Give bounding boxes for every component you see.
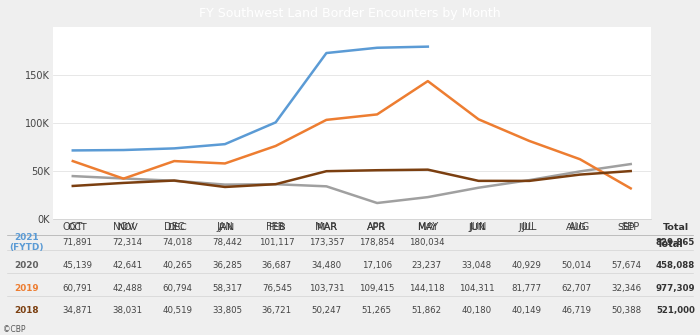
Text: 60,794: 60,794 bbox=[162, 283, 192, 292]
Text: FY Southwest Land Border Encounters by Month: FY Southwest Land Border Encounters by M… bbox=[199, 7, 500, 20]
Text: 76,545: 76,545 bbox=[262, 283, 292, 292]
Text: 180,034: 180,034 bbox=[409, 238, 444, 247]
Text: Total: Total bbox=[662, 223, 689, 232]
Text: 36,285: 36,285 bbox=[212, 261, 242, 270]
Text: 78,442: 78,442 bbox=[212, 238, 242, 247]
Text: 62,707: 62,707 bbox=[561, 283, 591, 292]
Text: JAN: JAN bbox=[219, 223, 235, 232]
Text: SEP: SEP bbox=[617, 223, 635, 232]
Text: 458,088: 458,088 bbox=[656, 261, 695, 270]
Text: 34,871: 34,871 bbox=[62, 307, 92, 316]
Text: Total: Total bbox=[657, 240, 684, 249]
Text: 173,357: 173,357 bbox=[309, 238, 344, 247]
Text: 33,805: 33,805 bbox=[212, 307, 242, 316]
Text: 2019: 2019 bbox=[14, 283, 38, 292]
Text: 71,891: 71,891 bbox=[62, 238, 92, 247]
Text: 977,309: 977,309 bbox=[656, 283, 695, 292]
Text: 33,048: 33,048 bbox=[461, 261, 491, 270]
Text: 40,149: 40,149 bbox=[511, 307, 541, 316]
Text: 2018: 2018 bbox=[14, 307, 38, 316]
Text: 103,731: 103,731 bbox=[309, 283, 344, 292]
Text: OCT: OCT bbox=[68, 223, 88, 232]
Text: ©CBP: ©CBP bbox=[4, 325, 26, 334]
Text: 50,014: 50,014 bbox=[561, 261, 591, 270]
Text: 104,311: 104,311 bbox=[458, 283, 494, 292]
Text: 34,480: 34,480 bbox=[312, 261, 342, 270]
Text: 178,854: 178,854 bbox=[359, 238, 395, 247]
Text: 36,687: 36,687 bbox=[262, 261, 292, 270]
Text: 72,314: 72,314 bbox=[112, 238, 142, 247]
Text: 42,488: 42,488 bbox=[112, 283, 142, 292]
Text: 2020: 2020 bbox=[14, 261, 38, 270]
Text: MAY: MAY bbox=[416, 223, 436, 232]
Text: 51,862: 51,862 bbox=[412, 307, 442, 316]
Text: 23,237: 23,237 bbox=[412, 261, 442, 270]
Text: 32,346: 32,346 bbox=[611, 283, 641, 292]
Text: 829,865: 829,865 bbox=[656, 238, 695, 247]
Text: 57,674: 57,674 bbox=[611, 261, 641, 270]
Text: APR: APR bbox=[368, 223, 386, 232]
Text: 45,139: 45,139 bbox=[62, 261, 92, 270]
Text: 58,317: 58,317 bbox=[212, 283, 242, 292]
Text: FEB: FEB bbox=[268, 223, 286, 232]
Text: 38,031: 38,031 bbox=[112, 307, 142, 316]
Text: JUL: JUL bbox=[519, 223, 534, 232]
Text: 42,641: 42,641 bbox=[112, 261, 142, 270]
Text: 60,791: 60,791 bbox=[62, 283, 92, 292]
Text: 40,929: 40,929 bbox=[512, 261, 541, 270]
Text: 521,000: 521,000 bbox=[656, 307, 695, 316]
Text: 50,388: 50,388 bbox=[611, 307, 641, 316]
Text: 40,265: 40,265 bbox=[162, 261, 192, 270]
Text: 36,721: 36,721 bbox=[262, 307, 292, 316]
Text: 81,777: 81,777 bbox=[511, 283, 541, 292]
Text: 2021
(FYTD): 2021 (FYTD) bbox=[9, 233, 43, 252]
Text: NOV: NOV bbox=[117, 223, 138, 232]
Text: JUN: JUN bbox=[468, 223, 485, 232]
Text: 101,117: 101,117 bbox=[259, 238, 295, 247]
Text: 50,247: 50,247 bbox=[312, 307, 342, 316]
Text: MAR: MAR bbox=[316, 223, 337, 232]
Text: 109,415: 109,415 bbox=[359, 283, 394, 292]
Text: 40,519: 40,519 bbox=[162, 307, 192, 316]
Text: 40,180: 40,180 bbox=[461, 307, 491, 316]
Text: 74,018: 74,018 bbox=[162, 238, 192, 247]
Text: 144,118: 144,118 bbox=[409, 283, 444, 292]
Text: 51,265: 51,265 bbox=[362, 307, 392, 316]
Text: 46,719: 46,719 bbox=[561, 307, 591, 316]
Text: 17,106: 17,106 bbox=[362, 261, 392, 270]
Text: AUG: AUG bbox=[566, 223, 587, 232]
Text: DEC: DEC bbox=[167, 223, 187, 232]
